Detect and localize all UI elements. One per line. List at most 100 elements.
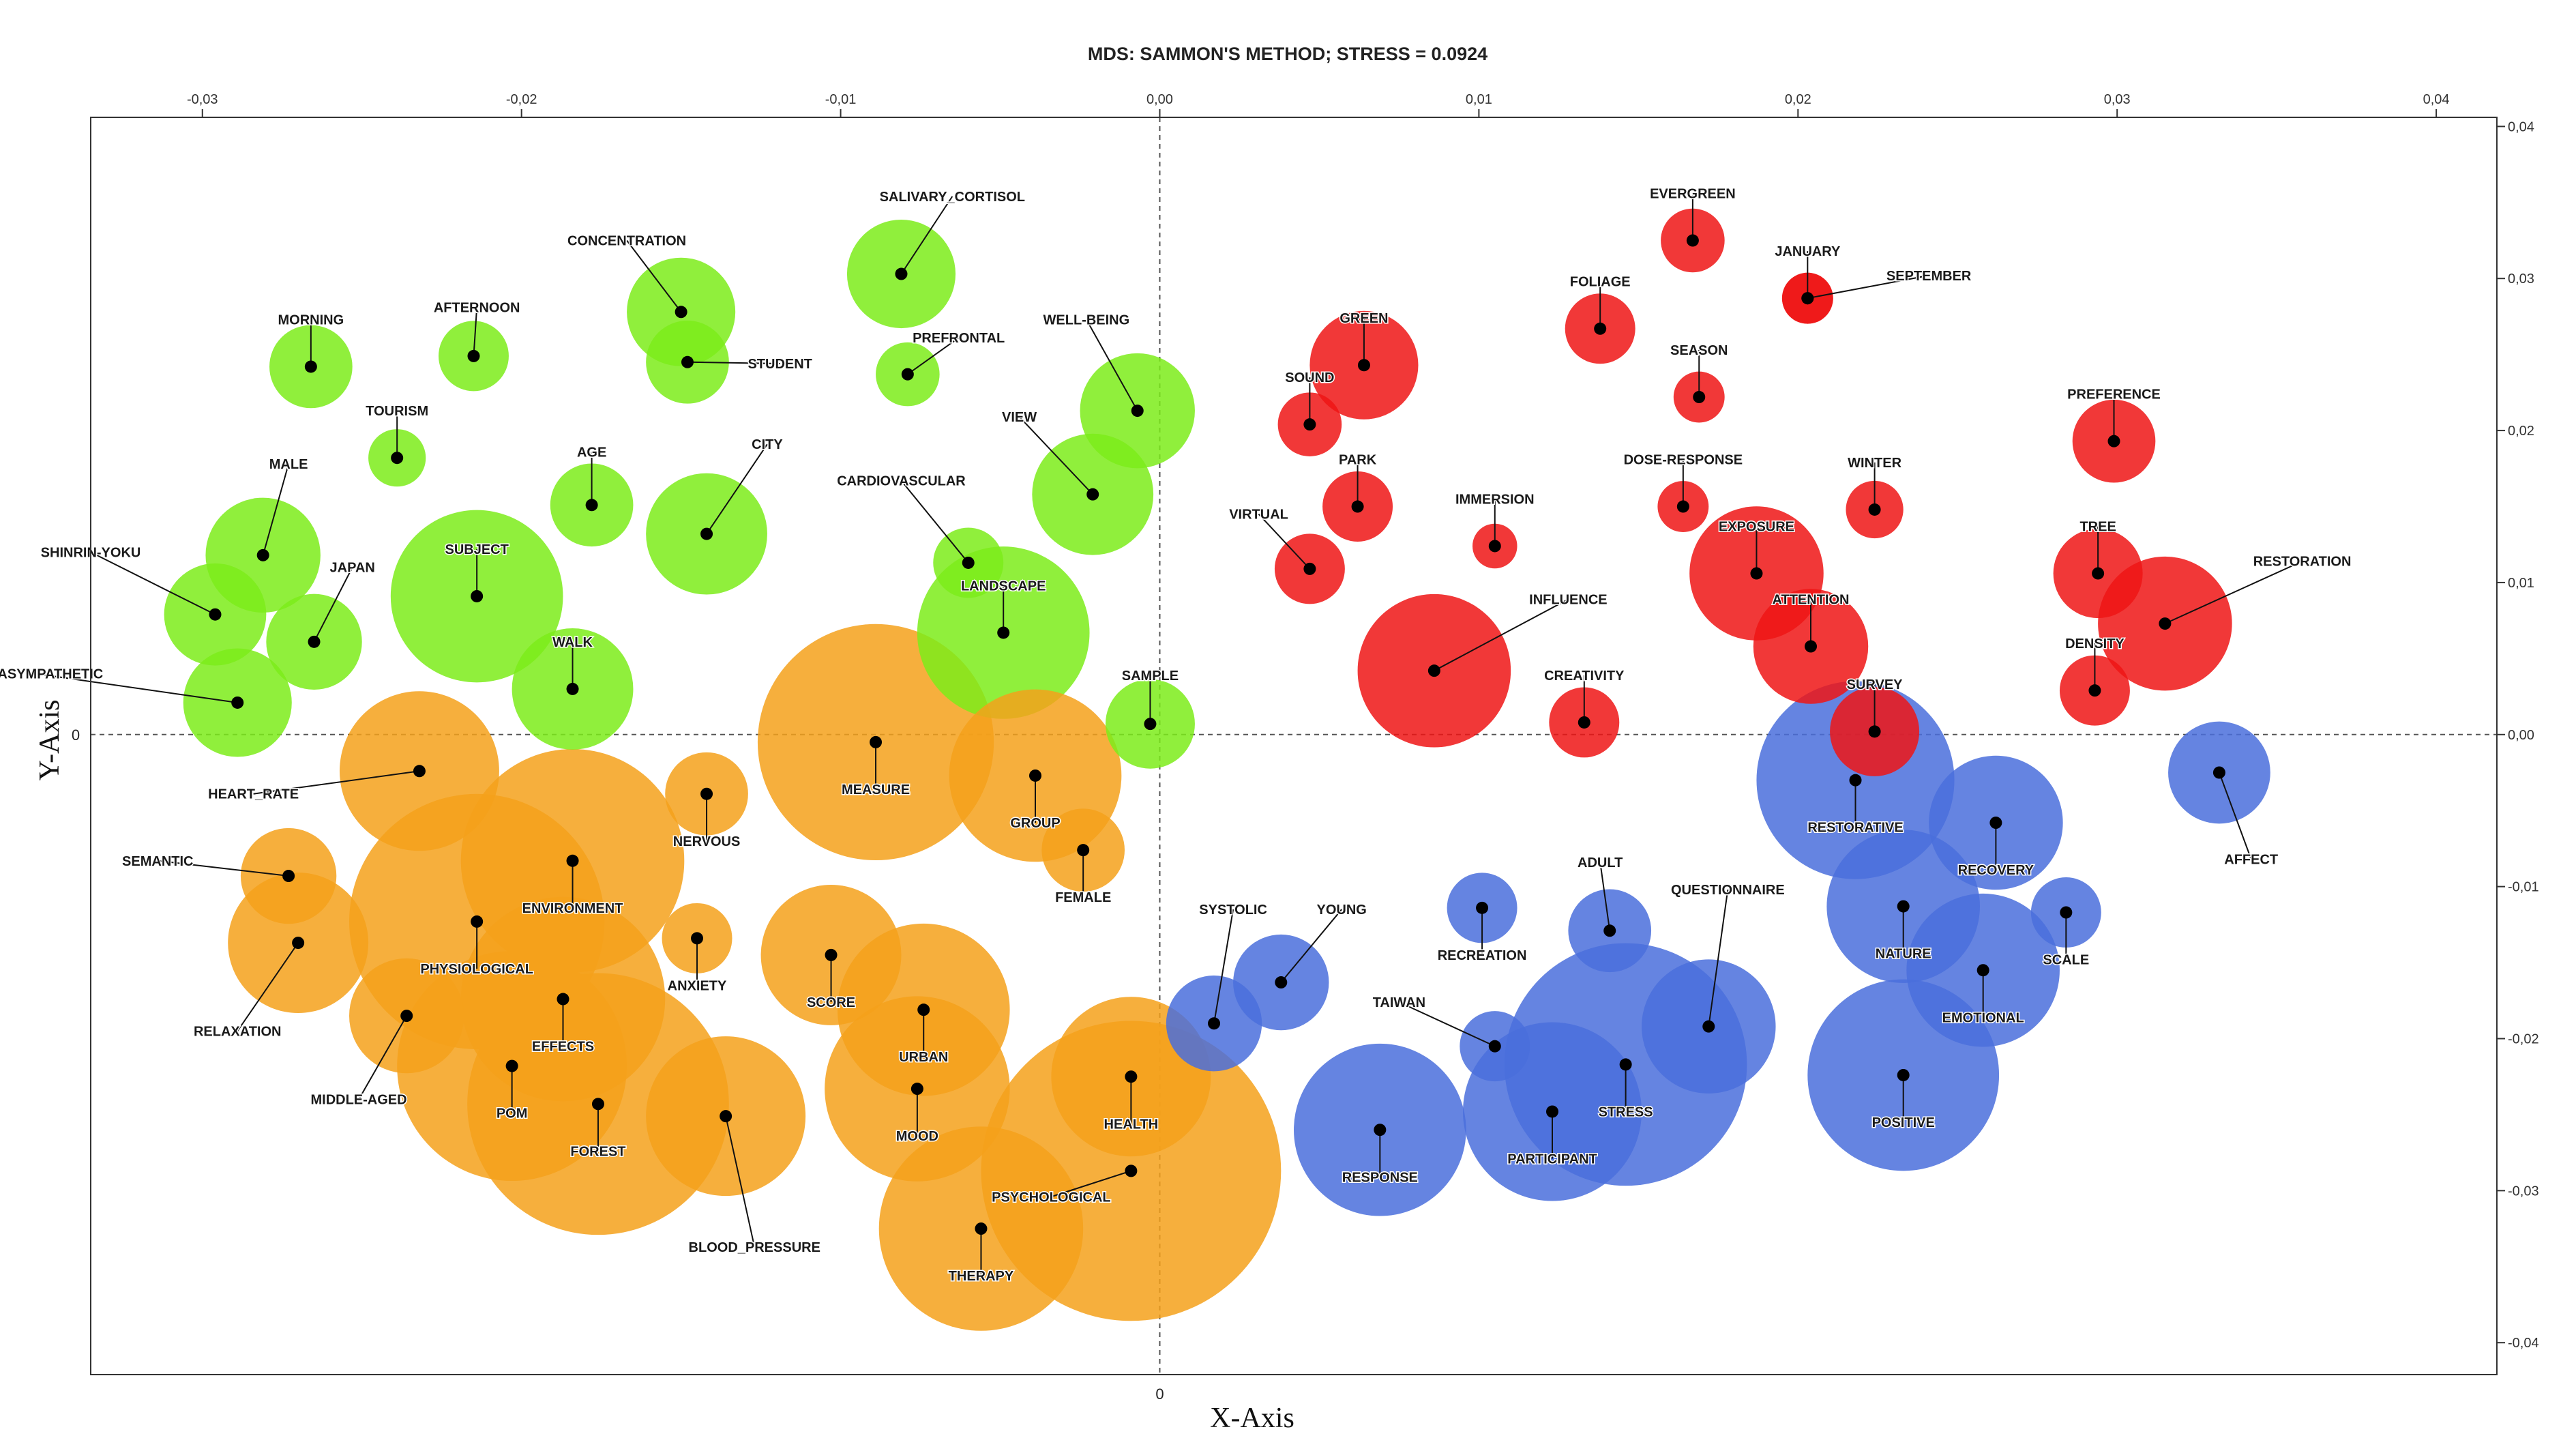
point-label-female: FEMALE [1055, 890, 1111, 905]
point-label-anxiety: ANXIETY [668, 978, 727, 993]
point-label-systolic: SYSTOLIC [1199, 903, 1267, 918]
point-label-restoration: RESTORATION [2253, 555, 2352, 570]
point-dot-relaxation [292, 937, 305, 950]
point-label-creativity: CREATIVITY [1544, 669, 1625, 684]
point-dot-sample [1144, 718, 1157, 731]
point-dot-cardiovascular [962, 556, 975, 569]
point-label-sound: SOUND [1285, 370, 1334, 385]
point-dot-effects [557, 993, 569, 1006]
point-label-exposure: EXPOSURE [1719, 519, 1794, 534]
point-dot-urban [917, 1003, 930, 1016]
point-dot-affect [2212, 766, 2225, 779]
point-label-japan: JAPAN [330, 561, 375, 576]
leader-line-cardiovascular [900, 480, 969, 563]
point-dot-influence [1427, 664, 1440, 677]
leader-line-young [1280, 909, 1342, 983]
point-dot-season [1693, 391, 1706, 404]
point-label-preference: PREFERENCE [2067, 387, 2161, 402]
point-dot-subject [471, 589, 484, 602]
leader-line-september [1807, 274, 1929, 299]
leader-line-male [262, 463, 290, 556]
point-label-morning: MORNING [278, 312, 344, 327]
point-label-salivary-cortisol: SALIVARY_CORTISOL [880, 190, 1025, 205]
point-dot-immersion [1488, 540, 1501, 553]
point-dot-response [1374, 1124, 1387, 1137]
point-dot-park [1351, 500, 1364, 513]
y-origin-label: 0 [72, 727, 80, 744]
point-dot-forest [591, 1098, 604, 1111]
point-dot-restorative [1849, 774, 1862, 787]
leader-line-affect [2218, 772, 2252, 860]
point-label-city: CITY [752, 437, 783, 452]
point-label-scale: SCALE [2043, 953, 2089, 968]
point-label-dose-response: DOSE-RESPONSE [1624, 452, 1743, 467]
point-label-sample: SAMPLE [1122, 669, 1179, 684]
point-label-season: SEASON [1670, 343, 1728, 358]
point-label-density: DENSITY [2065, 636, 2125, 651]
point-label-well-being: WELL-BEING [1043, 312, 1130, 327]
point-dot-physiological [471, 915, 484, 928]
point-dot-student [681, 355, 694, 368]
point-dot-emotional [1977, 964, 1989, 977]
y-tick-label: 0,02 [2508, 424, 2534, 439]
leader-line-parasympathetic [36, 673, 238, 703]
leader-line-heart-rate [253, 770, 420, 795]
x-origin-label: 0 [1155, 1386, 1164, 1403]
x-tick-label: 0,01 [1466, 92, 1492, 107]
chart-title: MDS: SAMMON'S METHOD; STRESS = 0.0924 [1088, 44, 1487, 64]
point-dot-concentration [675, 306, 687, 319]
point-dot-density [2088, 684, 2101, 697]
leader-line-concentration [626, 239, 682, 312]
point-dot-virtual [1303, 562, 1316, 575]
point-label-green: GREEN [1339, 311, 1388, 326]
leader-line-japan [313, 567, 353, 643]
point-dot-parasympathetic [231, 696, 244, 709]
point-dot-systolic [1208, 1017, 1221, 1030]
point-label-restorative: RESTORATIVE [1807, 821, 1903, 836]
point-dot-taiwan [1488, 1040, 1501, 1053]
point-label-winter: WINTER [1848, 456, 1901, 471]
point-label-concentration: CONCENTRATION [567, 234, 686, 249]
point-dot-questionnaire [1702, 1020, 1715, 1033]
x-tick-label: 0,04 [2423, 92, 2450, 107]
point-label-recreation: RECREATION [1438, 948, 1527, 963]
point-label-physiological: PHYSIOLOGICAL [420, 962, 533, 977]
point-label-virtual: VIRTUAL [1229, 508, 1288, 523]
leader-line-restoration [2164, 560, 2303, 625]
point-dot-middle-aged [400, 1010, 413, 1023]
x-tick-label: 0,00 [1146, 92, 1173, 107]
point-dot-walk [566, 682, 579, 695]
point-dot-anxiety [691, 932, 704, 945]
point-label-affect: AFFECT [2224, 853, 2278, 868]
point-label-tree: TREE [2079, 519, 2116, 534]
point-dot-dose-response [1676, 500, 1689, 513]
point-dot-score [825, 948, 838, 961]
point-dot-pom [505, 1059, 518, 1072]
point-dot-participant [1546, 1105, 1559, 1118]
point-dot-blood-pressure [720, 1110, 732, 1123]
point-dot-exposure [1750, 567, 1763, 580]
leader-line-blood-pressure [725, 1115, 756, 1248]
point-dot-positive [1897, 1068, 1910, 1081]
point-label-effects: EFFECTS [532, 1040, 594, 1055]
point-dot-semantic [282, 870, 295, 883]
point-dot-health [1125, 1070, 1138, 1083]
y-tick-label: 0,00 [2508, 728, 2534, 743]
point-label-afternoon: AFTERNOON [434, 301, 520, 316]
leader-line-adult [1599, 862, 1611, 931]
point-label-middle-aged: MIDDLE-AGED [310, 1093, 406, 1108]
point-dot-prefrontal [901, 368, 914, 381]
point-dot-landscape [997, 626, 1010, 639]
y-tick-label: -0,03 [2508, 1184, 2539, 1199]
leader-line-city [706, 443, 768, 535]
point-label-subject: SUBJECT [445, 542, 508, 557]
y-tick-label: -0,04 [2508, 1336, 2539, 1351]
leader-line-virtual [1258, 513, 1311, 570]
y-tick-label: 0,01 [2508, 576, 2534, 591]
y-tick-label: 0,03 [2508, 272, 2534, 287]
point-dot-nature [1897, 900, 1910, 913]
bubbles [164, 208, 2270, 1331]
point-dot-well-being [1131, 405, 1144, 417]
point-label-survey: SURVEY [1847, 677, 1904, 692]
leader-line-questionnaire [1708, 889, 1729, 1027]
